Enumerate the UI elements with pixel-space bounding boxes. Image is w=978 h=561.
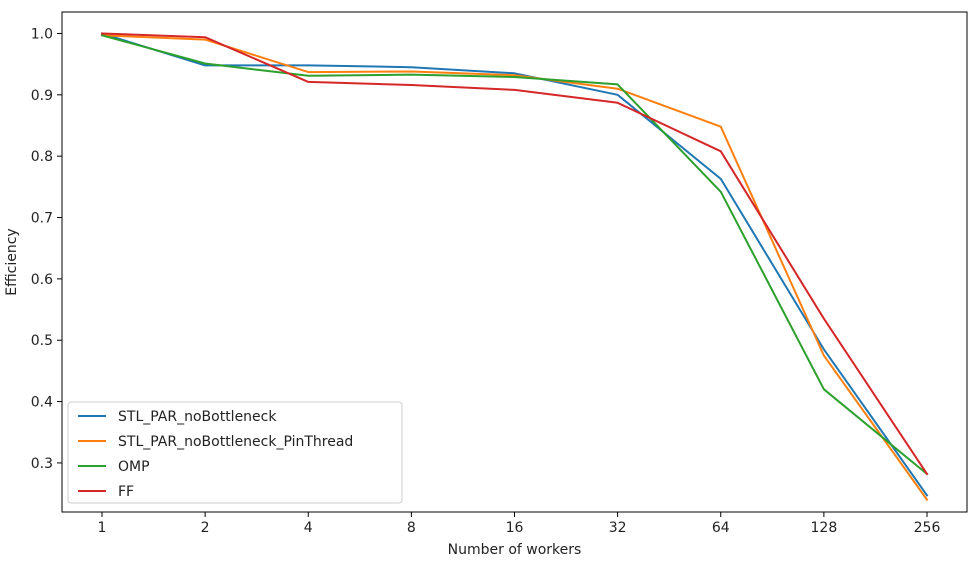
legend-label: FF [118,484,134,500]
legend-label: STL_PAR_noBottleneck [118,409,277,425]
x-tick-label: 8 [407,520,416,536]
y-tick-label: 0.4 [31,395,53,411]
y-tick-label: 1.0 [31,26,53,42]
legend: STL_PAR_noBottleneck STL_PAR_noBottleneck… [67,401,403,504]
x-axis-label: Number of workers [448,542,582,558]
y-axis-label: Efficiency [4,228,20,295]
y-tick-label: 0.8 [31,149,53,165]
legend-label: OMP [118,459,150,475]
x-tick-label: 2 [201,520,210,536]
x-tick-label: 4 [304,520,313,536]
y-tick-label: 0.5 [31,333,53,349]
y-axis-ticks: 0.3 0.4 0.5 0.6 0.7 0.8 0.9 1.0 [31,26,62,472]
x-tick-label: 256 [914,520,941,536]
y-tick-label: 0.9 [31,88,53,104]
y-tick-label: 0.6 [31,272,53,288]
y-tick-label: 0.7 [31,211,53,227]
legend-label: STL_PAR_noBottleneck_PinThread [118,434,353,450]
series-line-omp [100,34,929,476]
x-axis-ticks: 1 2 4 8 16 32 64 128 256 [98,512,941,536]
x-tick-label: 16 [506,520,524,536]
series-line-ff [100,32,929,476]
x-tick-label: 32 [609,520,627,536]
series-line-stl-par-nobottleneck [100,32,929,497]
x-tick-label: 128 [811,520,838,536]
series-line-stl-par-nobottleneck-pinthread [100,34,929,502]
y-tick-label: 0.3 [31,456,53,472]
legend-box [67,401,403,504]
x-tick-label: 64 [712,520,730,536]
plot-marks [100,32,929,502]
x-tick-label: 1 [98,520,107,536]
